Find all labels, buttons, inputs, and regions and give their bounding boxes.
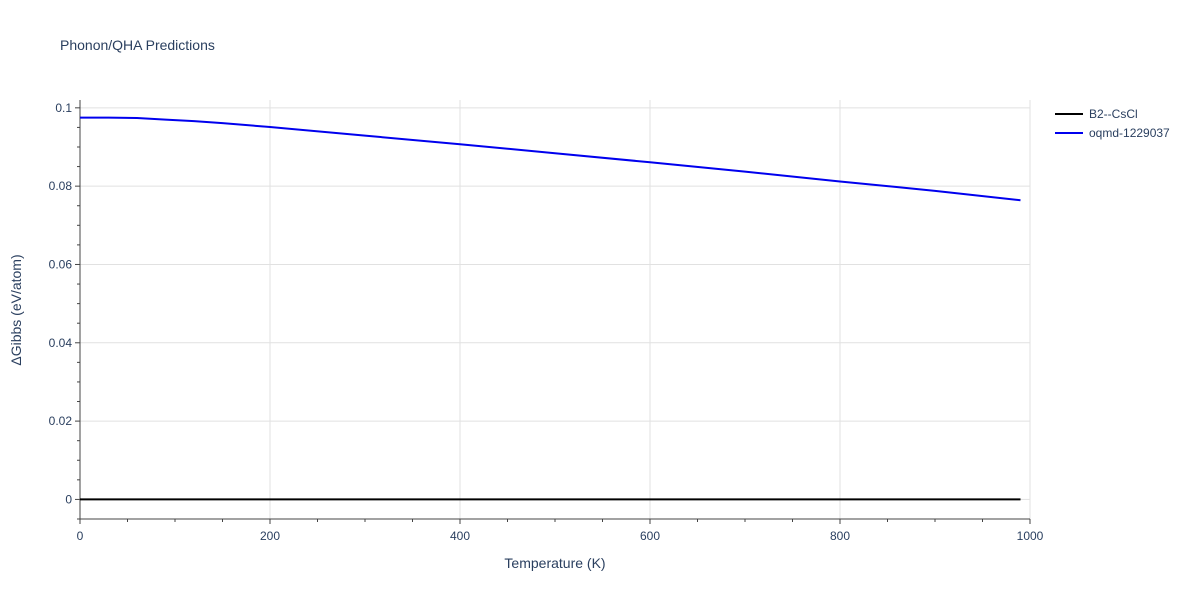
y-tick-label: 0.08 xyxy=(49,179,73,193)
x-tick-label: 0 xyxy=(77,529,84,543)
legend[interactable]: B2--CsCl oqmd-1229037 xyxy=(1055,107,1170,140)
chart-title: Phonon/QHA Predictions xyxy=(60,37,215,53)
y-tick-label: 0.04 xyxy=(49,336,73,350)
y-tick-label: 0.02 xyxy=(49,414,73,428)
grid xyxy=(80,100,1031,519)
y-tick-label: 0.06 xyxy=(49,257,73,271)
legend-label: oqmd-1229037 xyxy=(1089,126,1170,140)
axes: 0 200 400 600 800 1000 0 0.02 0.04 0.06 0.08 0.1 xyxy=(49,100,1044,543)
x-tick-label: 600 xyxy=(640,529,660,543)
y-tick-label: 0.1 xyxy=(55,101,72,115)
x-tick-label: 1000 xyxy=(1017,529,1044,543)
x-tick-label: 400 xyxy=(450,529,470,543)
legend-label: B2--CsCl xyxy=(1089,107,1138,121)
legend-item[interactable]: B2--CsCl xyxy=(1055,107,1138,121)
y-axis-title: ΔGibbs (eV/atom) xyxy=(8,254,24,365)
y-tick-label: 0 xyxy=(65,492,72,506)
legend-item[interactable]: oqmd-1229037 xyxy=(1055,126,1170,140)
series xyxy=(80,116,1021,501)
x-axis-title: Temperature (K) xyxy=(504,555,605,571)
x-tick-label: 200 xyxy=(260,529,280,543)
x-tick-label: 800 xyxy=(830,529,850,543)
series-line xyxy=(80,116,1021,202)
